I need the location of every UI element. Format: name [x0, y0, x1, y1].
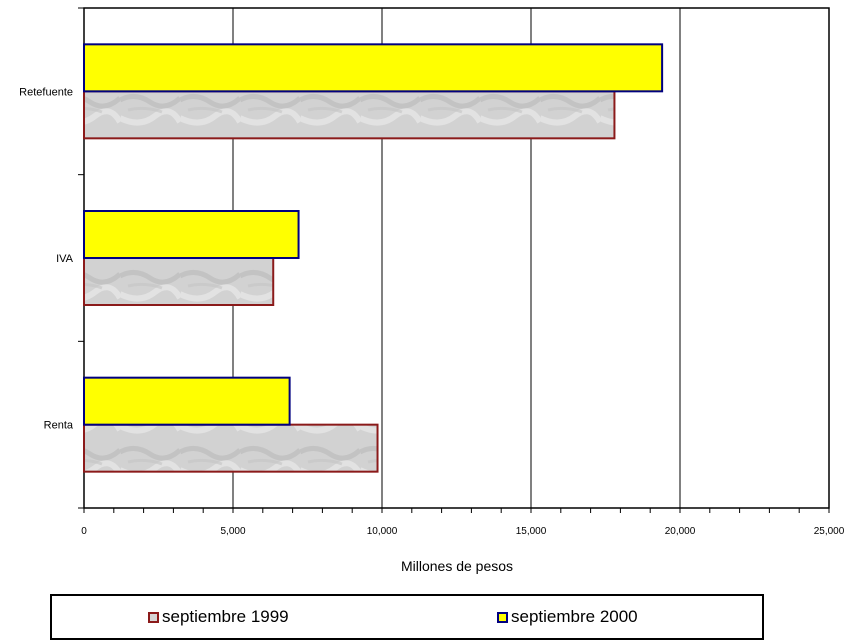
bar-1999-retefuente — [83, 90, 616, 140]
x-axis-title: Millones de pesos — [401, 558, 513, 574]
legend-item-1999: septiembre 1999 — [148, 607, 289, 627]
bar-2000-renta — [83, 376, 291, 426]
bar-1999-iva — [83, 257, 275, 306]
legend-label-1999: septiembre 1999 — [162, 607, 289, 626]
legend: septiembre 1999 septiembre 2000 — [50, 594, 764, 640]
legend-swatch-2000 — [497, 611, 508, 623]
y-tick-label: Retefuente — [19, 86, 73, 98]
bar-1999-renta — [83, 423, 379, 473]
legend-label-2000: septiembre 2000 — [511, 607, 638, 626]
plot-area: Retefuente IVA Renta 0 5,000 10,000 15,000 20,0… — [19, 7, 845, 537]
bar-2000-retefuente — [83, 43, 664, 93]
legend-item-2000: septiembre 2000 — [497, 607, 638, 627]
x-tick-label: 15,000 — [516, 526, 547, 537]
legend-swatch-1999 — [148, 611, 159, 623]
x-tick-label: 5,000 — [220, 526, 245, 537]
bar-chart: Retefuente IVA Renta 0 5,000 10,000 15,000 20,0… — [19, 7, 845, 574]
y-tick-label: Renta — [44, 420, 74, 432]
x-tick-label: 20,000 — [665, 526, 696, 537]
bar-2000-iva — [83, 210, 300, 259]
x-tick-label: 10,000 — [367, 526, 398, 537]
x-tick-label: 25,000 — [814, 526, 845, 537]
y-tick-label: IVA — [56, 253, 74, 265]
x-tick-label: 0 — [81, 526, 87, 537]
